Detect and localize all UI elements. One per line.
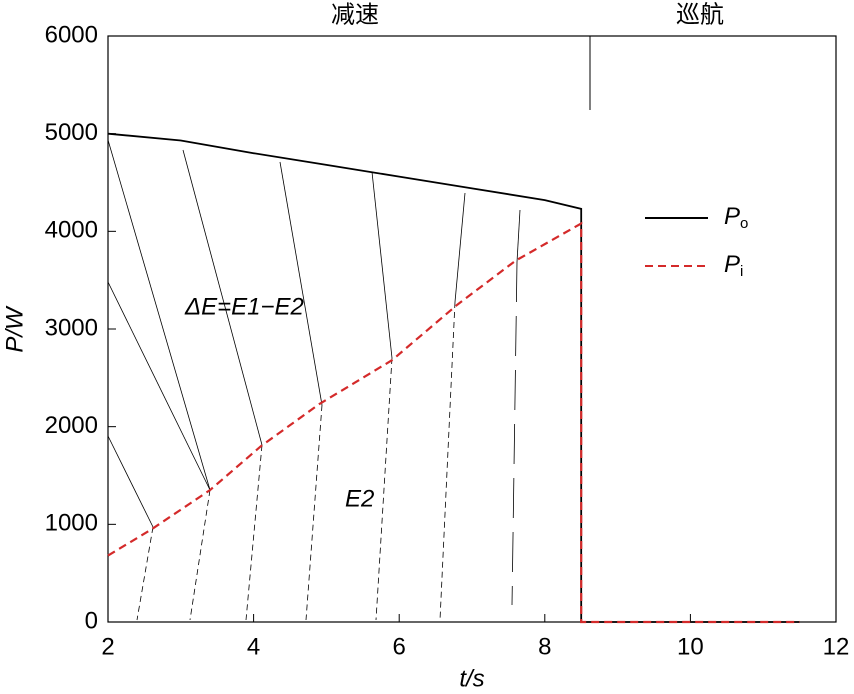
- y-tick-label: 6000: [45, 21, 98, 48]
- hatching: [107, 139, 521, 621]
- annotation: E2: [345, 485, 374, 512]
- series-line: [107, 132, 800, 623]
- phase-label: 减速: [331, 1, 379, 28]
- plot-frame: [107, 35, 837, 623]
- series-line: [107, 221, 800, 624]
- y-tick-label: 2000: [45, 412, 98, 439]
- x-axis-label: t/s: [459, 665, 484, 692]
- legend-label: Po: [724, 203, 748, 232]
- y-tick-label: 0: [85, 607, 98, 634]
- x-tick-label: 6: [393, 633, 406, 660]
- x-tick-label: 8: [538, 633, 551, 660]
- y-tick-label: 1000: [45, 510, 98, 537]
- y-tick-label: 5000: [45, 119, 98, 146]
- legend-label: Pi: [724, 251, 743, 280]
- x-tick-label: 4: [247, 633, 260, 660]
- x-tick-label: 10: [677, 633, 704, 660]
- y-tick-label: 3000: [45, 314, 98, 341]
- x-tick-label: 2: [101, 633, 114, 660]
- y-tick-label: 4000: [45, 217, 98, 244]
- y-axis-label: P/W: [1, 305, 28, 353]
- x-tick-label: 12: [823, 633, 850, 660]
- phase-label: 巡航: [676, 1, 724, 28]
- annotation: ΔE=E1−E2: [184, 293, 304, 320]
